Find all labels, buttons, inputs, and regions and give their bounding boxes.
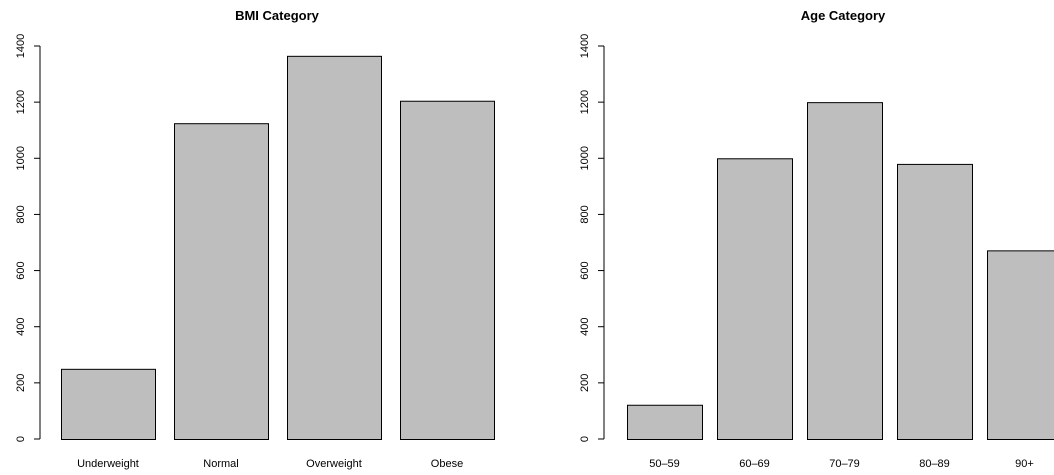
x-category-label: Underweight	[77, 458, 139, 470]
y-tick-label: 800	[15, 205, 27, 223]
x-category-label: Overweight	[306, 458, 362, 470]
x-category-label: Obese	[431, 458, 463, 470]
bar	[807, 102, 883, 441]
chart-title: Age Category	[801, 8, 886, 23]
bar	[400, 100, 495, 440]
age-category-chart: Age Category 0 200 400 600 800 1000 1200 1400 50…	[579, 8, 1054, 470]
bar	[897, 163, 973, 440]
y-tick-label: 400	[15, 318, 27, 336]
y-tick-label: 1000	[15, 146, 27, 170]
x-category-label: 80–89	[919, 458, 950, 470]
bar	[627, 404, 703, 441]
y-tick-label: 1400	[15, 34, 27, 58]
bmi-category-chart: BMI Category 0 200 400 600 800 1000 1200 1400 Un…	[15, 8, 495, 470]
y-tick-label: 0	[15, 436, 27, 442]
y-tick-label: 1200	[579, 90, 591, 114]
bar	[174, 123, 269, 440]
y-tick-label: 400	[579, 318, 591, 336]
y-tick-label: 200	[579, 374, 591, 392]
x-category-label: 60–69	[739, 458, 770, 470]
bar	[287, 55, 382, 440]
bar	[987, 250, 1054, 440]
x-category-label: 90+	[1015, 458, 1034, 470]
y-tick-label: 1400	[579, 34, 591, 58]
chart-title: BMI Category	[235, 8, 320, 23]
x-category-label: 70–79	[829, 458, 860, 470]
bar	[717, 158, 793, 441]
x-category-label: 50–59	[649, 458, 680, 470]
y-tick-label: 1000	[579, 146, 591, 170]
y-tick-label: 1200	[15, 90, 27, 114]
y-tick-label: 200	[15, 374, 27, 392]
y-tick-label: 0	[579, 436, 591, 442]
bar	[61, 368, 156, 441]
y-tick-label: 800	[579, 205, 591, 223]
y-tick-label: 600	[579, 261, 591, 279]
x-category-label: Normal	[203, 458, 238, 470]
y-tick-label: 600	[15, 261, 27, 279]
